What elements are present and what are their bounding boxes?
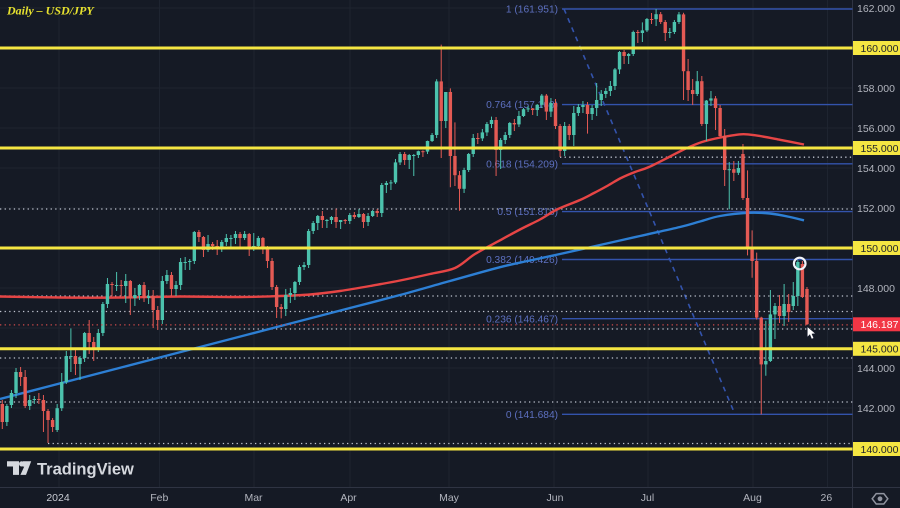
svg-text:0.618 (154.209): 0.618 (154.209) [486,159,558,170]
svg-text:Apr: Apr [340,492,357,504]
svg-text:0.382 (149.426): 0.382 (149.426) [486,255,558,266]
svg-text:0 (141.684): 0 (141.684) [506,410,558,421]
svg-text:162.000: 162.000 [857,3,895,15]
svg-text:155.000: 155.000 [861,143,899,155]
svg-text:Feb: Feb [150,492,168,504]
svg-text:142.000: 142.000 [857,403,895,415]
svg-text:146.187: 146.187 [861,319,899,331]
svg-text:Aug: Aug [743,492,762,504]
svg-text:TradingView: TradingView [37,461,134,479]
svg-text:152.000: 152.000 [857,203,895,215]
svg-text:0.5 (151.818): 0.5 (151.818) [497,207,558,218]
svg-text:160.000: 160.000 [861,43,899,55]
svg-text:1 (161.951): 1 (161.951) [506,5,558,16]
svg-text:0.236 (146.467): 0.236 (146.467) [486,314,558,325]
svg-text:26: 26 [821,492,833,504]
svg-text:Jun: Jun [547,492,564,504]
svg-text:Mar: Mar [244,492,263,504]
svg-text:May: May [439,492,460,504]
svg-text:2024: 2024 [46,492,70,504]
svg-text:145.000: 145.000 [861,344,899,356]
svg-text:148.000: 148.000 [857,283,895,295]
svg-text:140.000: 140.000 [861,444,899,456]
svg-text:150.000: 150.000 [861,243,899,255]
svg-text:156.000: 156.000 [857,123,895,135]
svg-text:0.764 (157.168): 0.764 (157.168) [486,100,558,111]
svg-text:144.000: 144.000 [857,363,895,375]
svg-text:154.000: 154.000 [857,163,895,175]
svg-text:Jul: Jul [641,492,654,504]
svg-text:158.000: 158.000 [857,83,895,95]
svg-text:Daily – USD/JPY: Daily – USD/JPY [6,4,95,18]
